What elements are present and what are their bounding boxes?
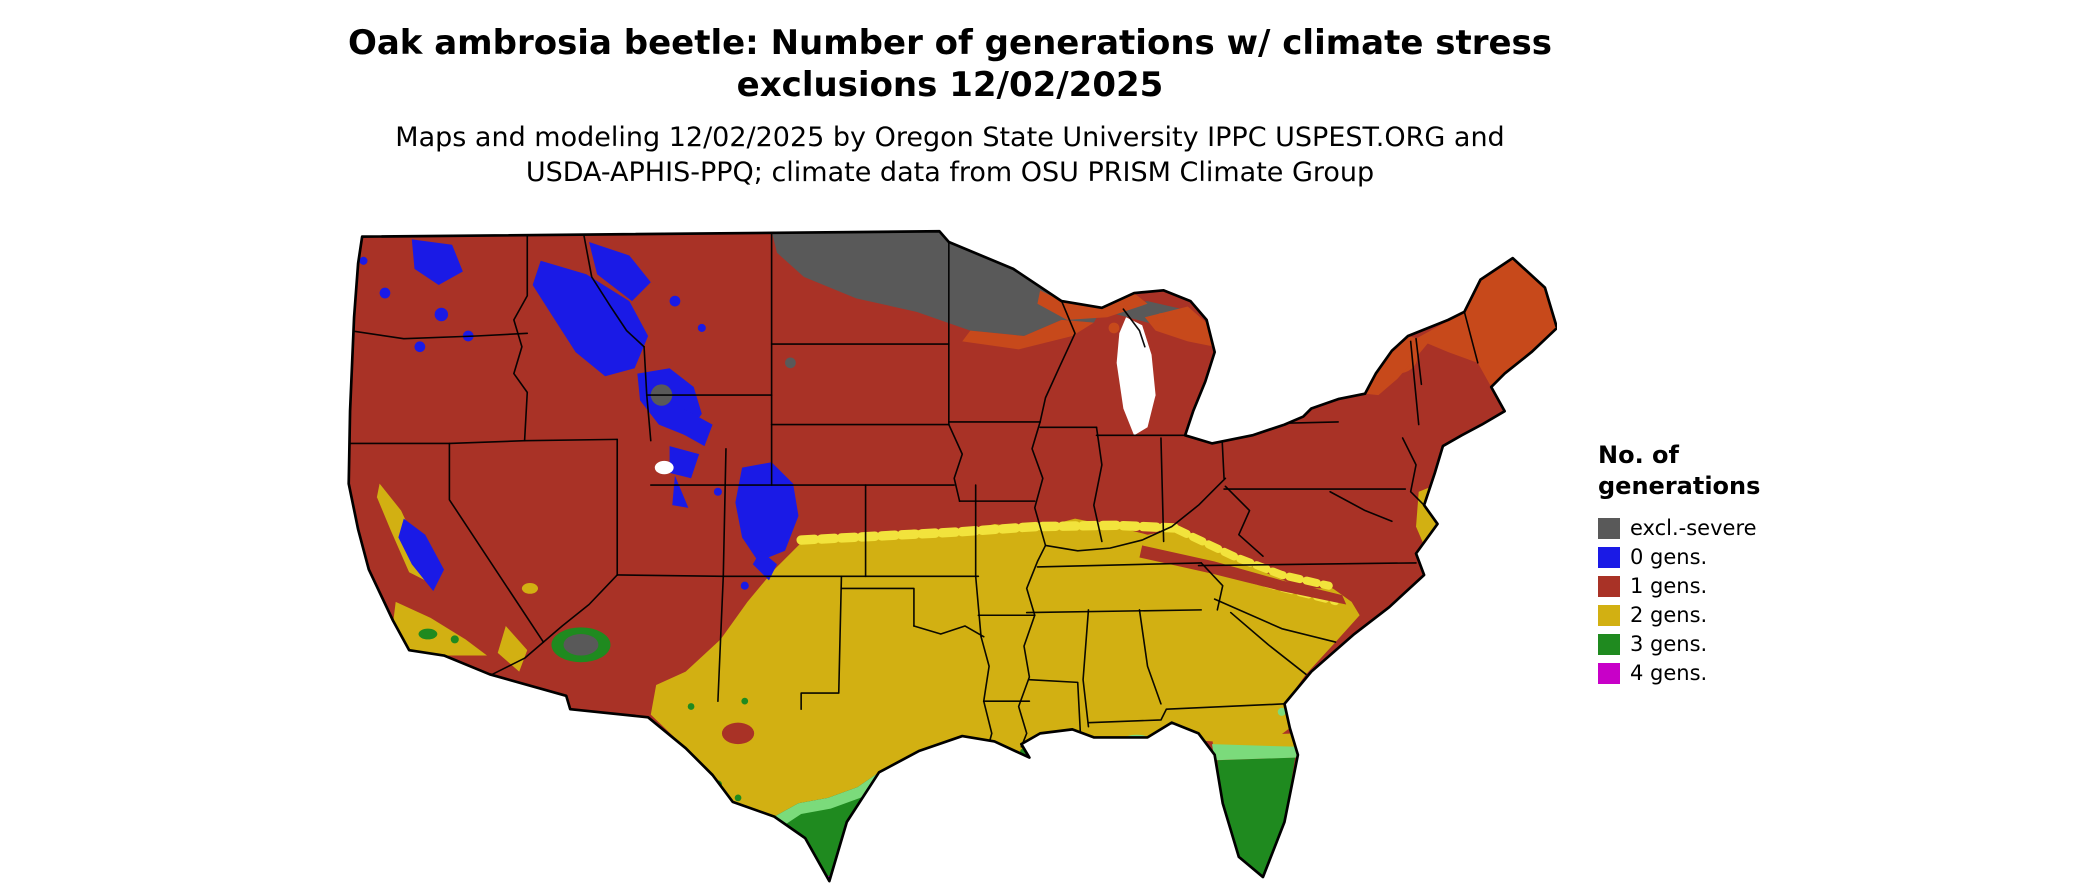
legend-label: 3 gens. [1630,632,1708,656]
subtitle-line-1: Maps and modeling 12/02/2025 by Oregon S… [395,122,1505,153]
title-line-1: Oak ambrosia beetle: Number of generatio… [347,23,1553,63]
page-title: Oak ambrosia beetle: Number of generatio… [0,22,1900,106]
legend-items: excl.-severe 0 gens. 1 gens. 2 gens. 3 g… [1598,516,1858,685]
legend-item-1-gens: 1 gens. [1598,574,1858,598]
legend-item-3-gens: 3 gens. [1598,632,1858,656]
legend-title-line-2: generations [1598,472,1761,500]
legend-label: 2 gens. [1630,603,1708,627]
legend-swatch-excl-severe [1598,517,1620,539]
title-line-2: exclusions 12/02/2025 [736,65,1164,105]
us-generations-map [342,222,1557,889]
legend-label: excl.-severe [1630,516,1757,540]
title-block: Oak ambrosia beetle: Number of generatio… [0,22,1900,190]
region-4-gens [826,870,1272,882]
lakes [654,317,1156,475]
legend-item-2-gens: 2 gens. [1598,603,1858,627]
legend-title-line-1: No. of [1598,441,1679,469]
region-excl-severe-arizona [563,634,599,656]
legend-label: 4 gens. [1630,661,1708,685]
us-outline [347,229,1557,883]
page-subtitle: Maps and modeling 12/02/2025 by Oregon S… [0,120,1900,190]
legend-item-0-gens: 0 gens. [1598,545,1858,569]
region-1-gens-bright [962,258,1557,396]
legend-label: 0 gens. [1630,545,1708,569]
legend-title: No. of generations [1598,440,1858,502]
legend-swatch-1-gens [1598,575,1620,597]
legend-swatch-3-gens [1598,633,1620,655]
legend-swatch-2-gens [1598,604,1620,626]
us-map-svg [347,229,1557,883]
legend-item-excl-severe: excl.-severe [1598,516,1858,540]
legend-item-4-gens: 4 gens. [1598,661,1858,685]
legend-swatch-0-gens [1598,546,1620,568]
region-1-gens-appalachian [721,545,1347,745]
legend: No. of generations excl.-severe 0 gens. … [1598,440,1858,685]
legend-label: 1 gens. [1630,574,1708,598]
legend-swatch-4-gens [1598,662,1620,684]
subtitle-line-2: USDA-APHIS-PPQ; climate data from OSU PR… [525,157,1375,188]
